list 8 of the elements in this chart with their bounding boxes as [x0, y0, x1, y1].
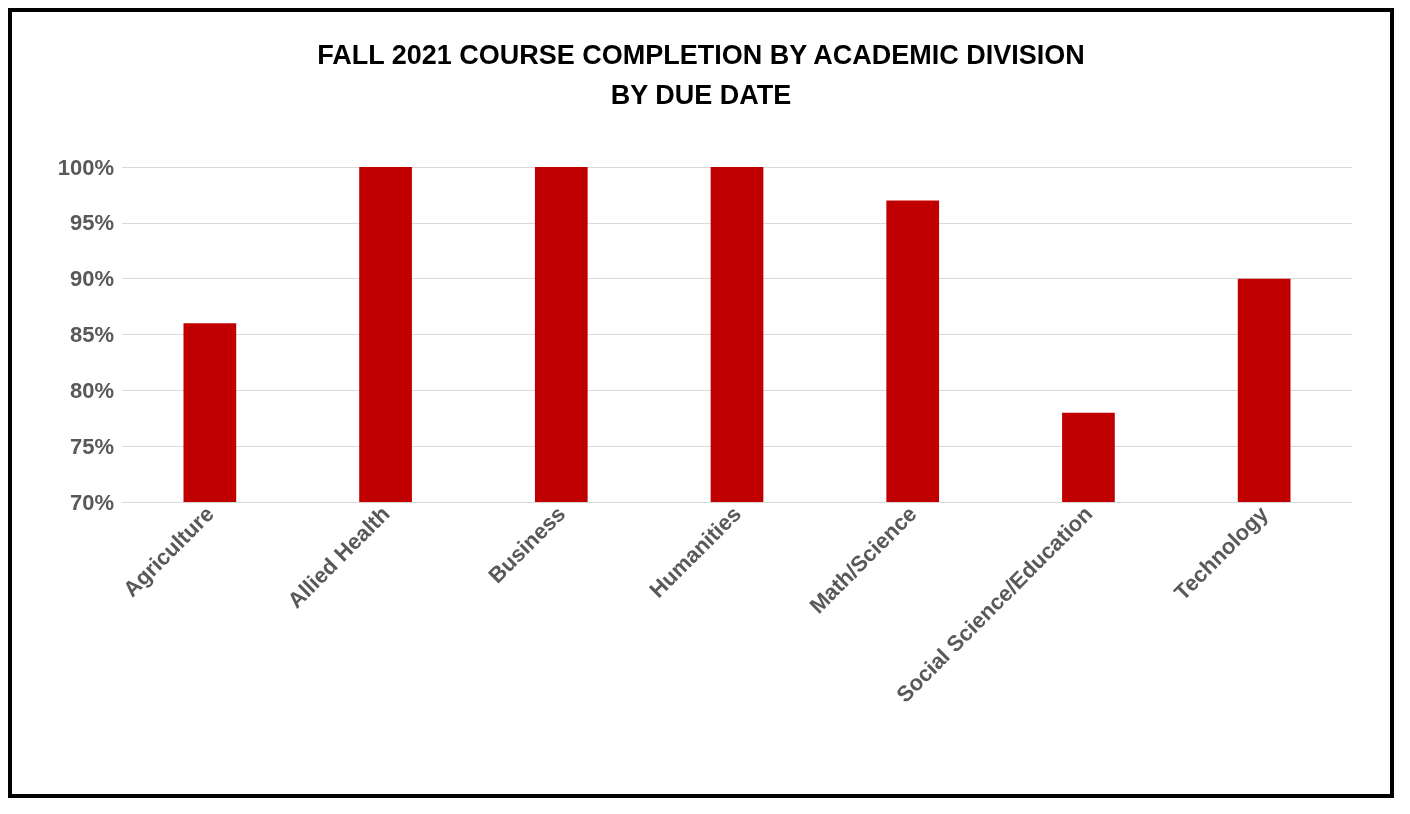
y-tick-label: 80%: [69, 377, 114, 403]
y-tick-label: 90%: [69, 266, 114, 292]
y-tick-label: 85%: [69, 322, 114, 347]
y-tick-label: 70%: [69, 489, 114, 515]
y-tick-label: 75%: [69, 433, 114, 459]
chart-title: FALL 2021 COURSE COMPLETION BY ACADEMIC DIVISION BY DUE DATE: [317, 40, 1085, 110]
y-tick-label: 95%: [69, 210, 114, 236]
y-tick-label: 100%: [57, 154, 114, 180]
